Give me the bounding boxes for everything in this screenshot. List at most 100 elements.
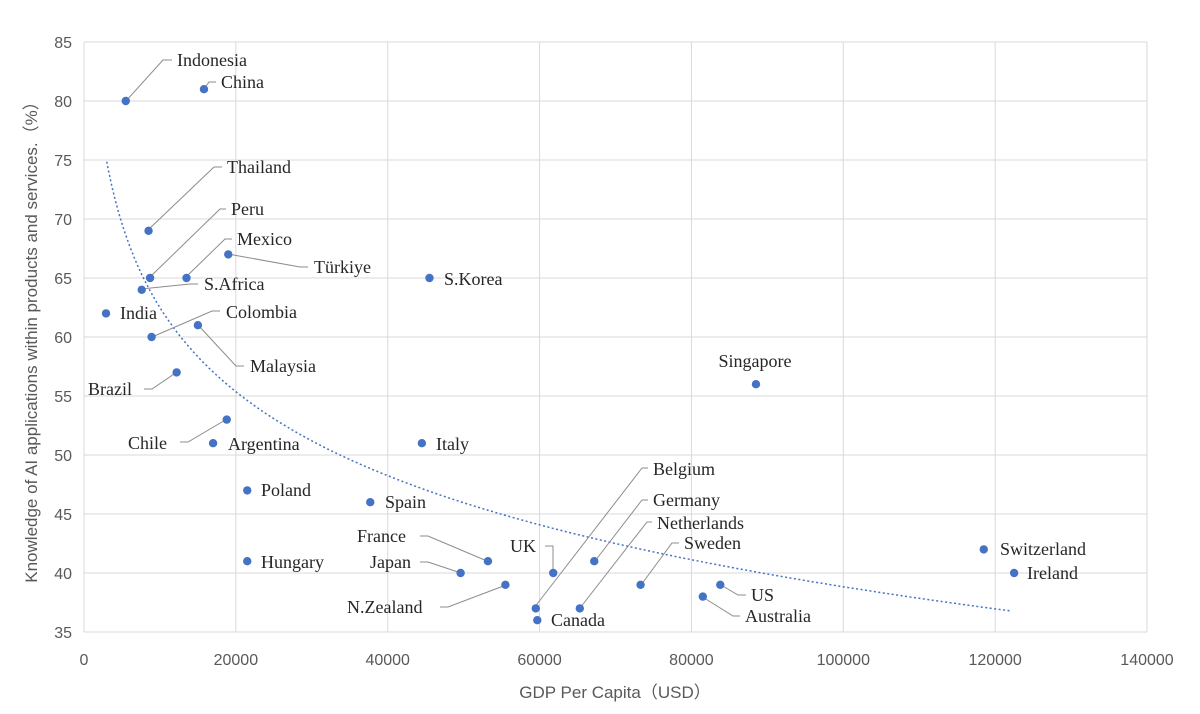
leader-lines bbox=[125, 59, 746, 617]
data-point-mexico[interactable] bbox=[182, 273, 191, 283]
point-label-canada: Canada bbox=[551, 610, 605, 630]
data-point-peru[interactable] bbox=[145, 273, 155, 283]
data-point-argentina[interactable] bbox=[208, 439, 218, 448]
gridlines bbox=[83, 41, 1148, 633]
data-point-s-korea[interactable] bbox=[425, 273, 434, 283]
point-label-germany: Germany bbox=[653, 490, 720, 510]
point-label-netherlands: Netherlands bbox=[657, 513, 744, 533]
leader-line-us bbox=[720, 584, 746, 596]
point-label-colombia: Colombia bbox=[226, 302, 297, 322]
leader-line-netherlands bbox=[579, 521, 652, 609]
data-point-ireland[interactable] bbox=[1009, 568, 1019, 578]
x-tick-label: 120000 bbox=[968, 652, 1021, 669]
leader-line-t-rkiye bbox=[227, 253, 308, 268]
data-point-chile[interactable] bbox=[222, 415, 231, 424]
leader-line-mexico bbox=[185, 238, 232, 278]
point-label-peru: Peru bbox=[231, 199, 264, 219]
y-axis-title: Knowledge of AI applications within prod… bbox=[22, 93, 41, 582]
point-label-us: US bbox=[751, 585, 774, 605]
point-label-sweden: Sweden bbox=[684, 533, 741, 553]
data-point-italy[interactable] bbox=[417, 439, 427, 448]
x-tick-label: 20000 bbox=[214, 652, 259, 669]
point-label-india: India bbox=[120, 303, 157, 323]
data-point-canada[interactable] bbox=[533, 616, 542, 625]
point-label-argentina: Argentina bbox=[228, 434, 300, 454]
data-point-sweden[interactable] bbox=[636, 580, 645, 589]
leader-line-n-zealand bbox=[440, 584, 507, 608]
leader-line-thailand bbox=[147, 166, 222, 231]
point-label-s-africa: S.Africa bbox=[204, 274, 264, 294]
leader-line-malaysia bbox=[197, 324, 244, 367]
data-point-thailand[interactable] bbox=[144, 226, 153, 235]
y-tick-label: 65 bbox=[54, 271, 72, 288]
x-tick-label: 40000 bbox=[365, 652, 410, 669]
point-label-spain: Spain bbox=[385, 492, 426, 512]
data-point-germany[interactable] bbox=[590, 557, 599, 566]
data-point-netherlands[interactable] bbox=[575, 604, 585, 613]
data-point-uk[interactable] bbox=[549, 568, 558, 578]
y-tick-label: 80 bbox=[54, 94, 72, 111]
point-label-japan: Japan bbox=[370, 552, 411, 572]
point-label-mexico: Mexico bbox=[237, 229, 292, 249]
y-tick-label: 70 bbox=[54, 212, 72, 229]
y-tick-label: 60 bbox=[54, 330, 72, 347]
data-point-singapore[interactable] bbox=[751, 380, 761, 389]
data-point-s-africa[interactable] bbox=[137, 285, 146, 294]
leader-line-s-africa bbox=[140, 283, 198, 290]
point-label-italy: Italy bbox=[436, 434, 469, 454]
point-label-thailand: Thailand bbox=[227, 157, 291, 177]
leader-line-france bbox=[420, 535, 488, 562]
point-label-indonesia: Indonesia bbox=[177, 50, 247, 70]
point-label-china: China bbox=[221, 72, 264, 92]
x-axis-title: GDP Per Capita（USD） bbox=[519, 683, 710, 702]
y-tick-label: 85 bbox=[54, 35, 72, 52]
y-tick-label: 50 bbox=[54, 448, 72, 465]
axis-ticks: 35 40 45 50 55 60 65 70 75 80 85 0 20000 40000 60000 80… bbox=[54, 35, 1174, 669]
data-point-indonesia[interactable] bbox=[121, 96, 130, 106]
data-point-t-rkiye[interactable] bbox=[224, 250, 233, 259]
x-tick-label: 80000 bbox=[669, 652, 714, 669]
point-label-malaysia: Malaysia bbox=[250, 356, 316, 376]
point-label-france: France bbox=[357, 526, 406, 546]
point-label-s-korea: S.Korea bbox=[444, 269, 502, 289]
data-point-spain[interactable] bbox=[366, 498, 375, 507]
data-point-malaysia[interactable] bbox=[193, 321, 203, 330]
data-point-belgium[interactable] bbox=[531, 604, 540, 613]
data-point-brazil[interactable] bbox=[172, 368, 181, 377]
leader-line-chile bbox=[180, 418, 228, 443]
data-point-china[interactable] bbox=[199, 85, 209, 94]
data-point-poland[interactable] bbox=[243, 486, 252, 495]
y-tick-label: 45 bbox=[54, 507, 72, 524]
y-tick-label: 55 bbox=[54, 389, 72, 406]
point-label-brazil: Brazil bbox=[88, 379, 132, 399]
y-tick-label: 75 bbox=[54, 153, 72, 170]
point-label-uk: UK bbox=[510, 536, 536, 556]
point-label-chile: Chile bbox=[128, 433, 167, 453]
x-tick-label: 100000 bbox=[817, 652, 870, 669]
leader-line-brazil bbox=[144, 371, 178, 390]
data-point-colombia[interactable] bbox=[147, 332, 156, 342]
data-point-india[interactable] bbox=[101, 309, 111, 318]
data-point-japan[interactable] bbox=[456, 568, 465, 578]
data-point-france[interactable] bbox=[483, 557, 493, 566]
data-point-australia[interactable] bbox=[698, 592, 708, 601]
leader-line-uk bbox=[545, 545, 554, 573]
leader-line-japan bbox=[420, 561, 462, 574]
data-point-us[interactable] bbox=[716, 580, 725, 589]
trendline bbox=[106, 161, 1011, 612]
leader-line-colombia bbox=[151, 310, 220, 338]
x-tick-label: 60000 bbox=[517, 652, 562, 669]
point-label-belgium: Belgium bbox=[653, 459, 715, 479]
leader-line-indonesia bbox=[125, 59, 172, 102]
data-point-switzerland[interactable] bbox=[979, 545, 988, 554]
leader-line-australia bbox=[700, 595, 740, 617]
x-tick-label: 0 bbox=[80, 652, 89, 669]
y-tick-label: 35 bbox=[54, 625, 72, 642]
point-label-poland: Poland bbox=[261, 480, 311, 500]
data-point-hungary[interactable] bbox=[243, 557, 252, 566]
data-point-n-zealand[interactable] bbox=[501, 580, 510, 589]
point-label-singapore: Singapore bbox=[719, 351, 792, 371]
data-points bbox=[101, 85, 1019, 625]
